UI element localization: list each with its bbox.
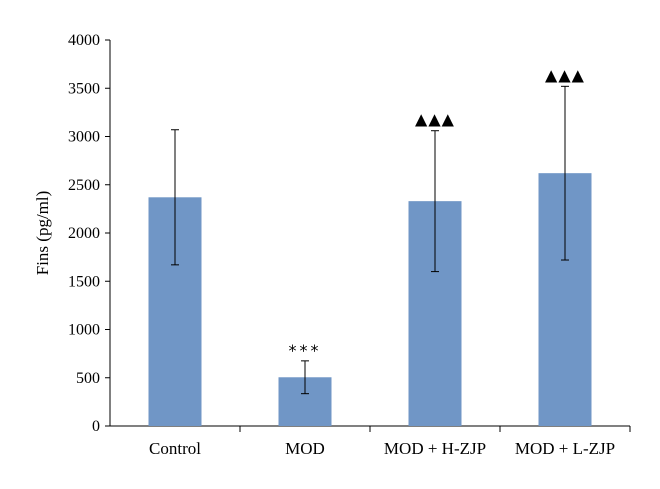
y-tick-label: 3500 — [68, 80, 100, 97]
x-category-label: MOD + H-ZJP — [384, 439, 486, 458]
bars-group — [148, 173, 592, 426]
y-tick-label: 3000 — [68, 129, 100, 146]
annotations-group: *** ▲▲▲ ▲▲▲ — [289, 65, 585, 360]
y-tick-label: 2500 — [68, 177, 100, 194]
y-tick-label: 0 — [92, 418, 100, 435]
x-category-label: Control — [149, 439, 201, 458]
y-tick-label: 1500 — [68, 273, 100, 290]
significance-stars: *** — [289, 341, 322, 360]
y-tick-label: 1000 — [68, 322, 100, 339]
y-axis-title: Fins (pg/ml) — [33, 191, 52, 276]
axes: 0 500 1000 1500 2000 2500 3000 3500 4000 Control M… — [68, 32, 631, 458]
y-tick-label: 4000 — [68, 32, 100, 49]
y-tick-label: 500 — [76, 370, 100, 387]
y-tick-label: 2000 — [68, 225, 100, 242]
significance-triangles: ▲▲▲ — [415, 110, 455, 129]
x-category-label: MOD + L-ZJP — [515, 439, 615, 458]
significance-triangles: ▲▲▲ — [545, 65, 585, 84]
error-bars-group — [171, 85, 569, 395]
x-category-label: MOD — [285, 439, 325, 458]
